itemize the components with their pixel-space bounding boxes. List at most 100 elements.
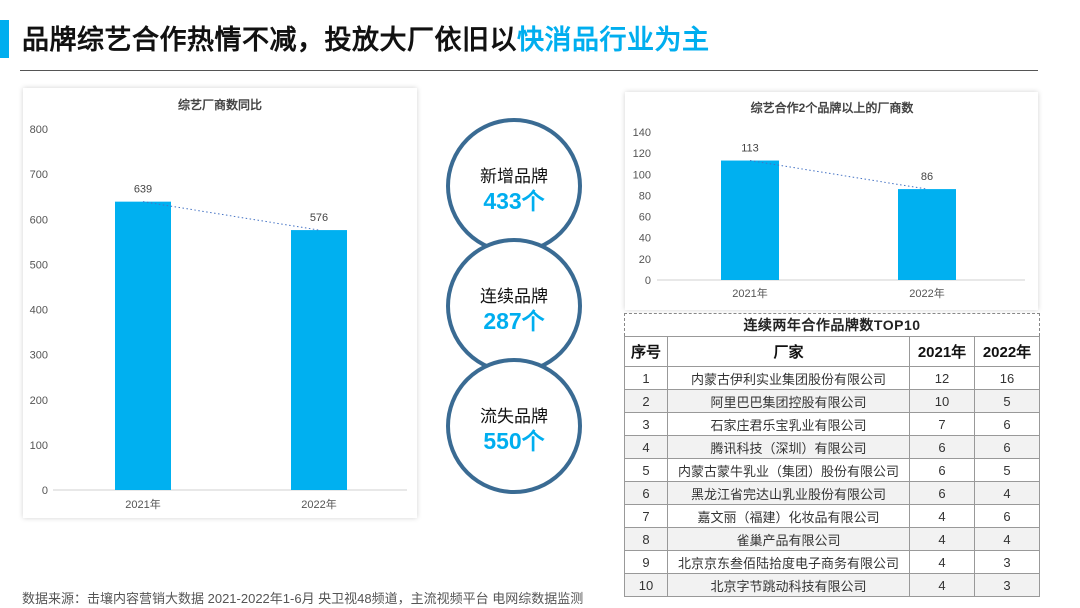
table-header-row: 序号 厂家 2021年 2022年	[624, 336, 1040, 367]
y-tick-label: 120	[633, 148, 651, 160]
y-tick-label: 700	[30, 169, 48, 181]
cell-2021: 4	[909, 527, 975, 551]
table-row: 10 北京字节跳动科技有限公司 4 3	[624, 573, 1040, 597]
cell-company: 雀巢产品有限公司	[667, 527, 910, 551]
bar	[721, 160, 779, 280]
chart-multi-brand-vendors: 综艺合作2个品牌以上的厂商数 0 20 40 60 80 100 120 140 113 2021年…	[633, 100, 1025, 300]
page-title-main: 品牌综艺合作热情不减，投放大厂依旧以	[22, 25, 517, 55]
cell-rank: 8	[624, 527, 668, 551]
cell-2022: 6	[974, 435, 1040, 459]
chart-title: 综艺厂商数同比	[178, 97, 262, 112]
page-title: 品牌综艺合作热情不减，投放大厂依旧以快消品行业为主	[22, 18, 710, 57]
continuing-brands-circle: 连续品牌 287个	[446, 238, 582, 374]
cell-company: 石家庄君乐宝乳业有限公司	[667, 412, 910, 436]
cell-company: 北京京东叁佰陆拾度电子商务有限公司	[667, 550, 910, 574]
y-tick-label: 600	[30, 214, 48, 226]
y-tick-label: 200	[30, 395, 48, 407]
table-row: 7 嘉文丽（福建）化妆品有限公司 4 6	[624, 504, 1040, 528]
title-accent-bar	[0, 20, 9, 58]
col-header-rank: 序号	[624, 336, 668, 367]
cell-2021: 12	[909, 366, 975, 390]
continuing-brands-label: 连续品牌	[480, 287, 548, 306]
cell-2022: 4	[974, 527, 1040, 551]
x-tick-label: 2021年	[125, 497, 160, 511]
bar	[898, 189, 956, 280]
y-tick-label: 300	[30, 350, 48, 362]
trend-line	[749, 160, 928, 190]
cell-rank: 2	[624, 389, 668, 413]
cell-2022: 4	[974, 481, 1040, 505]
data-label: 86	[921, 171, 933, 183]
bar	[291, 230, 347, 490]
data-label: 639	[134, 184, 152, 196]
chart-vendor-count: 综艺厂商数同比 0 100 200 300 400 500 600 700 800 639 2021年…	[30, 97, 407, 511]
cell-2022: 3	[974, 550, 1040, 574]
cell-rank: 5	[624, 458, 668, 482]
cell-2021: 7	[909, 412, 975, 436]
col-header-2022: 2022年	[974, 336, 1040, 367]
top10-table-wrapper: 连续两年合作品牌数TOP10 序号 厂家 2021年 2022年 1 内蒙古伊利实…	[624, 313, 1040, 597]
cell-2021: 4	[909, 573, 975, 597]
table-row: 4 腾讯科技（深圳）有限公司 6 6	[624, 435, 1040, 459]
y-tick-label: 500	[30, 259, 48, 271]
table-row: 8 雀巢产品有限公司 4 4	[624, 527, 1040, 551]
table-row: 9 北京京东叁佰陆拾度电子商务有限公司 4 3	[624, 550, 1040, 574]
data-label: 113	[741, 143, 759, 155]
data-source-note: 数据来源：击壤内容营销大数据 2021-2022年1-6月 央卫视48频道，主流…	[22, 591, 584, 606]
cell-2021: 6	[909, 481, 975, 505]
top10-table-body: 1 内蒙古伊利实业集团股份有限公司 12 16 2 阿里巴巴集团控股有限公司 10 5 3 石家庄…	[624, 366, 1040, 597]
cell-company: 北京字节跳动科技有限公司	[667, 573, 910, 597]
cell-company: 内蒙古蒙牛乳业（集团）股份有限公司	[667, 458, 910, 482]
y-tick-label: 60	[639, 212, 651, 224]
y-tick-label: 100	[633, 169, 651, 181]
cell-2022: 16	[974, 366, 1040, 390]
cell-2021: 6	[909, 458, 975, 482]
y-tick-label: 0	[42, 485, 48, 497]
cell-2021: 10	[909, 389, 975, 413]
cell-company: 阿里巴巴集团控股有限公司	[667, 389, 910, 413]
page-title-accent: 快消品行业为主	[517, 25, 710, 55]
title-divider	[20, 70, 1038, 71]
cell-2022: 5	[974, 458, 1040, 482]
chart-card-multi-brand-vendors: 综艺合作2个品牌以上的厂商数 0 20 40 60 80 100 120 140 113 2021年…	[625, 92, 1038, 310]
cell-2021: 4	[909, 504, 975, 528]
y-tick-label: 0	[645, 275, 651, 287]
data-label: 576	[310, 212, 328, 224]
cell-company: 黑龙江省完达山乳业股份有限公司	[667, 481, 910, 505]
x-tick-label: 2022年	[909, 286, 944, 300]
chart-card-vendor-count: 综艺厂商数同比 0 100 200 300 400 500 600 700 800 639 2021年…	[23, 88, 417, 518]
table-row: 1 内蒙古伊利实业集团股份有限公司 12 16	[624, 366, 1040, 390]
top10-table-title: 连续两年合作品牌数TOP10	[624, 313, 1040, 336]
cell-rank: 10	[624, 573, 668, 597]
col-header-company: 厂家	[667, 336, 910, 367]
cell-rank: 3	[624, 412, 668, 436]
bar	[115, 201, 171, 490]
cell-2021: 6	[909, 435, 975, 459]
y-tick-label: 140	[633, 127, 651, 139]
y-tick-label: 20	[639, 254, 651, 266]
cell-2022: 3	[974, 573, 1040, 597]
cell-company: 内蒙古伊利实业集团股份有限公司	[667, 366, 910, 390]
col-header-2021: 2021年	[909, 336, 975, 367]
lost-brands-circle: 流失品牌 550个	[446, 358, 582, 494]
new-brands-value: 433个	[483, 188, 545, 214]
x-tick-label: 2021年	[732, 286, 767, 300]
x-tick-label: 2022年	[301, 497, 336, 511]
table-row: 5 内蒙古蒙牛乳业（集团）股份有限公司 6 5	[624, 458, 1040, 482]
cell-company: 腾讯科技（深圳）有限公司	[667, 435, 910, 459]
table-row: 3 石家庄君乐宝乳业有限公司 7 6	[624, 412, 1040, 436]
new-brands-label: 新增品牌	[480, 167, 548, 186]
y-tick-label: 800	[30, 124, 48, 136]
cell-rank: 6	[624, 481, 668, 505]
lost-brands-value: 550个	[483, 428, 545, 454]
continuing-brands-value: 287个	[483, 308, 545, 334]
lost-brands-label: 流失品牌	[480, 407, 548, 426]
table-row: 2 阿里巴巴集团控股有限公司 10 5	[624, 389, 1040, 413]
top10-table: 连续两年合作品牌数TOP10 序号 厂家 2021年 2022年 1 内蒙古伊利实…	[624, 313, 1040, 597]
y-tick-label: 80	[639, 190, 651, 202]
cell-rank: 1	[624, 366, 668, 390]
y-tick-label: 100	[30, 440, 48, 452]
cell-company: 嘉文丽（福建）化妆品有限公司	[667, 504, 910, 528]
cell-2022: 6	[974, 504, 1040, 528]
trend-line	[142, 201, 320, 231]
